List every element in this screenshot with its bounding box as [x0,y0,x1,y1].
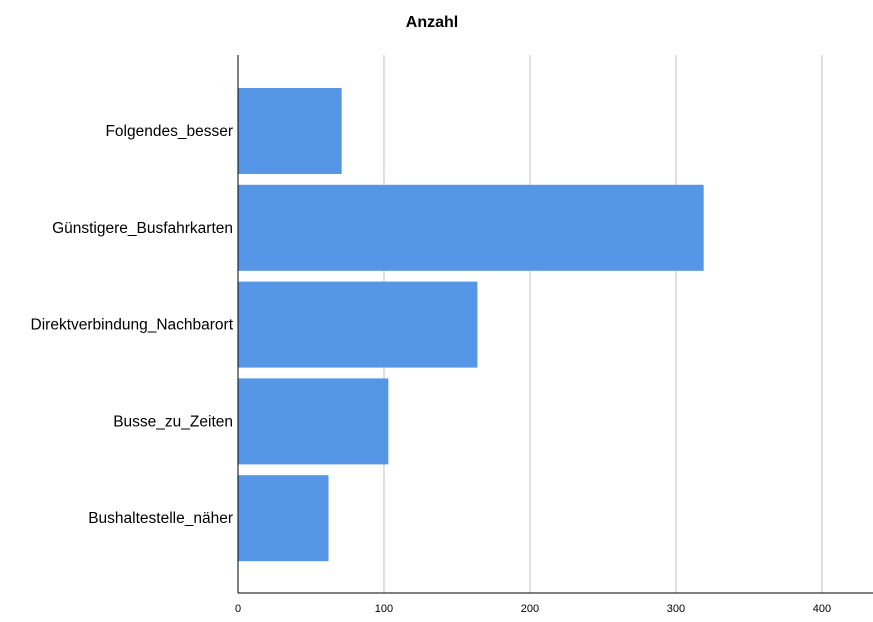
chart-title: Anzahl [406,14,458,31]
bar [238,184,704,271]
x-tick-labels: 0 100 200 300 400 [235,603,831,615]
category-label: Folgendes_besser [105,123,233,140]
bar [238,475,329,562]
bar [238,378,389,465]
category-labels: Folgendes_besser Günstigere_Busfahrkarten… [31,123,234,527]
category-label: Busse_zu_Zeiten [113,413,233,430]
x-tick-label: 300 [667,603,685,615]
bar [238,281,478,368]
x-tick-label: 0 [235,603,241,615]
bar [238,88,342,174]
x-tick-label: 200 [521,603,539,615]
bars [238,88,704,562]
category-label: Bushaltestelle_näher [88,510,233,527]
x-tick-label: 400 [813,603,831,615]
category-label: Günstigere_Busfahrkarten [52,220,233,237]
category-label: Direktverbindung_Nachbarort [31,317,234,334]
x-tick-label: 100 [375,603,393,615]
